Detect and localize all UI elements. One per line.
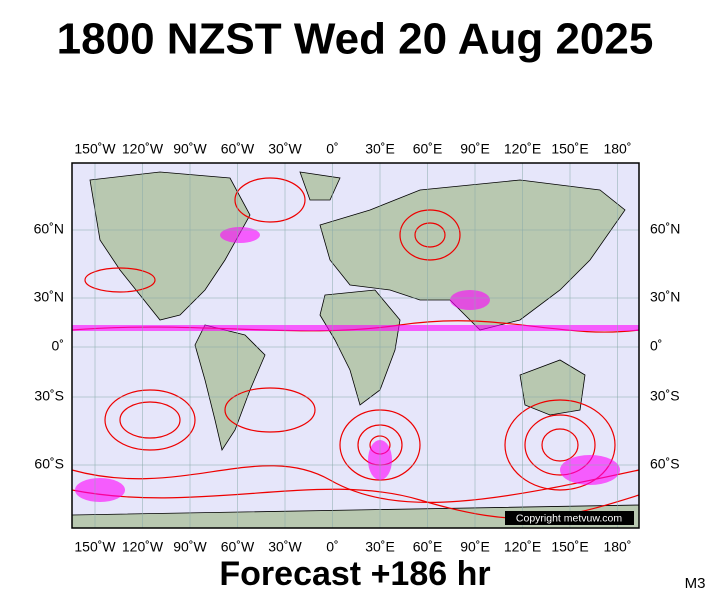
- lon-label-top: 0˚: [326, 141, 338, 157]
- lon-label-bottom: 150˚E: [551, 539, 588, 555]
- map-frame: [71, 162, 640, 529]
- lon-label-top: 90˚E: [460, 141, 490, 157]
- lon-label-bottom: 90˚E: [460, 539, 490, 555]
- lon-label-top: 120˚E: [504, 141, 541, 157]
- lon-label-top: 60˚E: [413, 141, 443, 157]
- lat-label-right: 60˚N: [650, 221, 680, 237]
- lon-label-top: 150˚E: [551, 141, 588, 157]
- lon-label-top: 30˚W: [268, 141, 302, 157]
- lon-label-bottom: 60˚W: [221, 539, 255, 555]
- lat-label-left: 60˚N: [34, 221, 64, 237]
- axis-labels: 150˚W 150˚W 120˚W 120˚W 90˚W 90˚W 60˚W 60˚W 30˚W…: [34, 141, 681, 555]
- graticule: [72, 163, 639, 528]
- title: 1800 NZST Wed 20 Aug 2025: [57, 15, 654, 64]
- lat-label-left: 30˚N: [34, 289, 64, 305]
- map: Copyright metvuw.com: [71, 162, 640, 529]
- copyright: Copyright metvuw.com: [516, 512, 622, 524]
- lon-label-bottom: 90˚W: [173, 539, 207, 555]
- model-code: M3: [685, 575, 706, 592]
- lon-label-bottom: 150˚W: [74, 539, 116, 555]
- lat-label-right: 60˚S: [650, 456, 680, 472]
- precipitation: [72, 227, 639, 502]
- lon-label-bottom: 180˚: [603, 539, 631, 555]
- forecast: Forecast +186 hr: [219, 555, 490, 593]
- lon-label-bottom: 120˚E: [504, 539, 541, 555]
- lat-label-right: 0˚: [650, 338, 662, 354]
- copyright-box: [505, 511, 634, 525]
- lat-label-left: 0˚: [52, 338, 64, 354]
- lon-label-bottom: 30˚E: [365, 539, 395, 555]
- lon-label-bottom: 120˚W: [122, 539, 164, 555]
- lon-label-top: 60˚W: [221, 141, 255, 157]
- lon-label-top: 180˚: [603, 141, 631, 157]
- lon-label-top: 150˚W: [74, 141, 116, 157]
- lat-label-left: 30˚S: [34, 388, 64, 404]
- lon-label-bottom: 0˚: [326, 539, 338, 555]
- lon-label-top: 30˚E: [365, 141, 395, 157]
- lon-label-top: 120˚W: [122, 141, 164, 157]
- lon-label-top: 90˚W: [173, 141, 207, 157]
- lat-label-right: 30˚S: [650, 388, 680, 404]
- lat-label-left: 60˚S: [34, 456, 64, 472]
- lat-label-right: 30˚N: [650, 289, 680, 305]
- lon-label-bottom: 30˚W: [268, 539, 302, 555]
- lon-label-bottom: 60˚E: [413, 539, 443, 555]
